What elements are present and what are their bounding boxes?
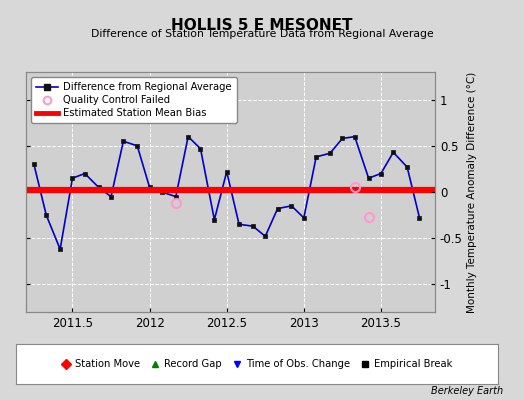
Y-axis label: Monthly Temperature Anomaly Difference (°C): Monthly Temperature Anomaly Difference (… (467, 71, 477, 313)
Legend: Station Move, Record Gap, Time of Obs. Change, Empirical Break: Station Move, Record Gap, Time of Obs. C… (58, 356, 455, 372)
Text: Difference of Station Temperature Data from Regional Average: Difference of Station Temperature Data f… (91, 29, 433, 39)
Text: Berkeley Earth: Berkeley Earth (431, 386, 503, 396)
Legend: Difference from Regional Average, Quality Control Failed, Estimated Station Mean: Difference from Regional Average, Qualit… (31, 77, 237, 123)
Text: HOLLIS 5 E MESONET: HOLLIS 5 E MESONET (171, 18, 353, 33)
